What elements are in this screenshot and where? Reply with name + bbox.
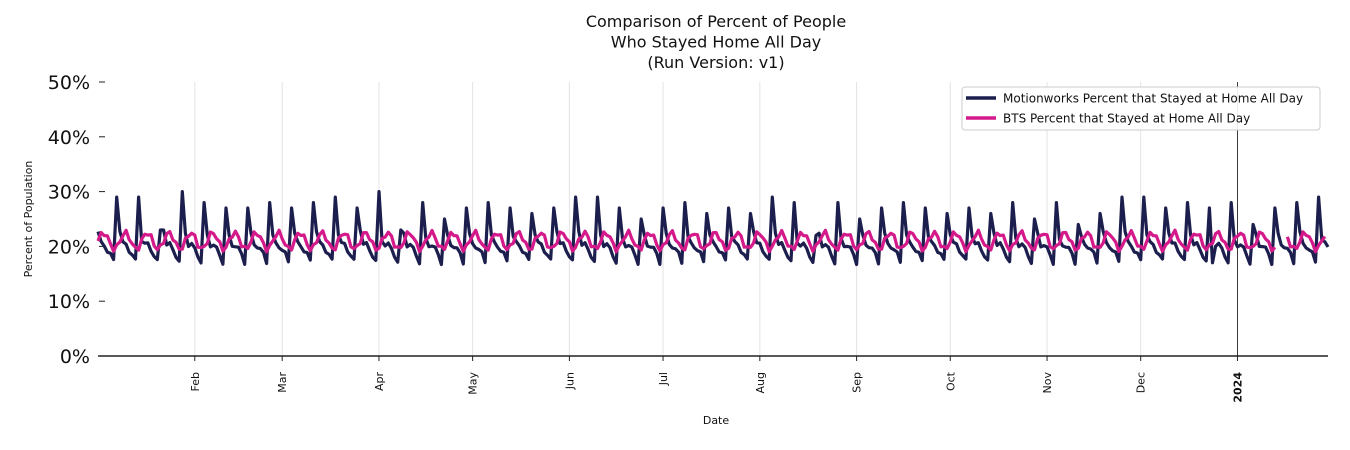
title-line: (Run Version: v1) (647, 53, 784, 72)
x-tick-label: Jun (563, 372, 576, 390)
y-tick-label: 10% (48, 291, 90, 313)
series (96, 190, 1330, 267)
x-tick-label: Aug (754, 372, 767, 393)
y-tick-label: 50% (48, 72, 90, 94)
y-tick-label: 0% (60, 346, 90, 368)
x-tick-label: Apr (373, 372, 386, 392)
x-tick-label: Jul (657, 372, 670, 386)
y-axis: 0% 10% 20% 30% 40% 50% Percent of Population (22, 72, 105, 368)
x-tick-label: Nov (1041, 372, 1054, 394)
x-axis: Feb Mar Apr May Jun Jul Aug Sep Oct Nov Dec 2024 Dat… (98, 82, 1328, 427)
x-tick-label: Sep (851, 372, 864, 393)
x-axis-label: Date (703, 414, 730, 427)
legend-label: BTS Percent that Stayed at Home All Day (1003, 112, 1250, 126)
legend: Motionworks Percent that Stayed at Home … (961, 86, 1321, 131)
x-tick-label: Feb (189, 372, 202, 391)
chart-title: Comparison of Percent of People Who Staye… (586, 12, 846, 72)
series-line-bts (96, 228, 1327, 254)
series-line-motionworks (96, 190, 1330, 267)
y-tick-label: 20% (48, 236, 90, 258)
legend-box (961, 86, 1321, 131)
y-tick-label: 40% (48, 127, 90, 149)
x-tick-label: Dec (1135, 372, 1148, 393)
title-line: Comparison of Percent of People (586, 12, 846, 31)
y-tick-label: 30% (48, 182, 90, 204)
title-line: Who Stayed Home All Day (611, 33, 821, 52)
x-tick-label: May (467, 372, 480, 395)
x-tick-label: Oct (944, 371, 957, 391)
y-axis-label: Percent of Population (22, 161, 35, 278)
x-tick-label: 2024 (1231, 372, 1244, 403)
x-tick-label: Mar (276, 372, 289, 393)
legend-label: Motionworks Percent that Stayed at Home … (1003, 92, 1303, 106)
